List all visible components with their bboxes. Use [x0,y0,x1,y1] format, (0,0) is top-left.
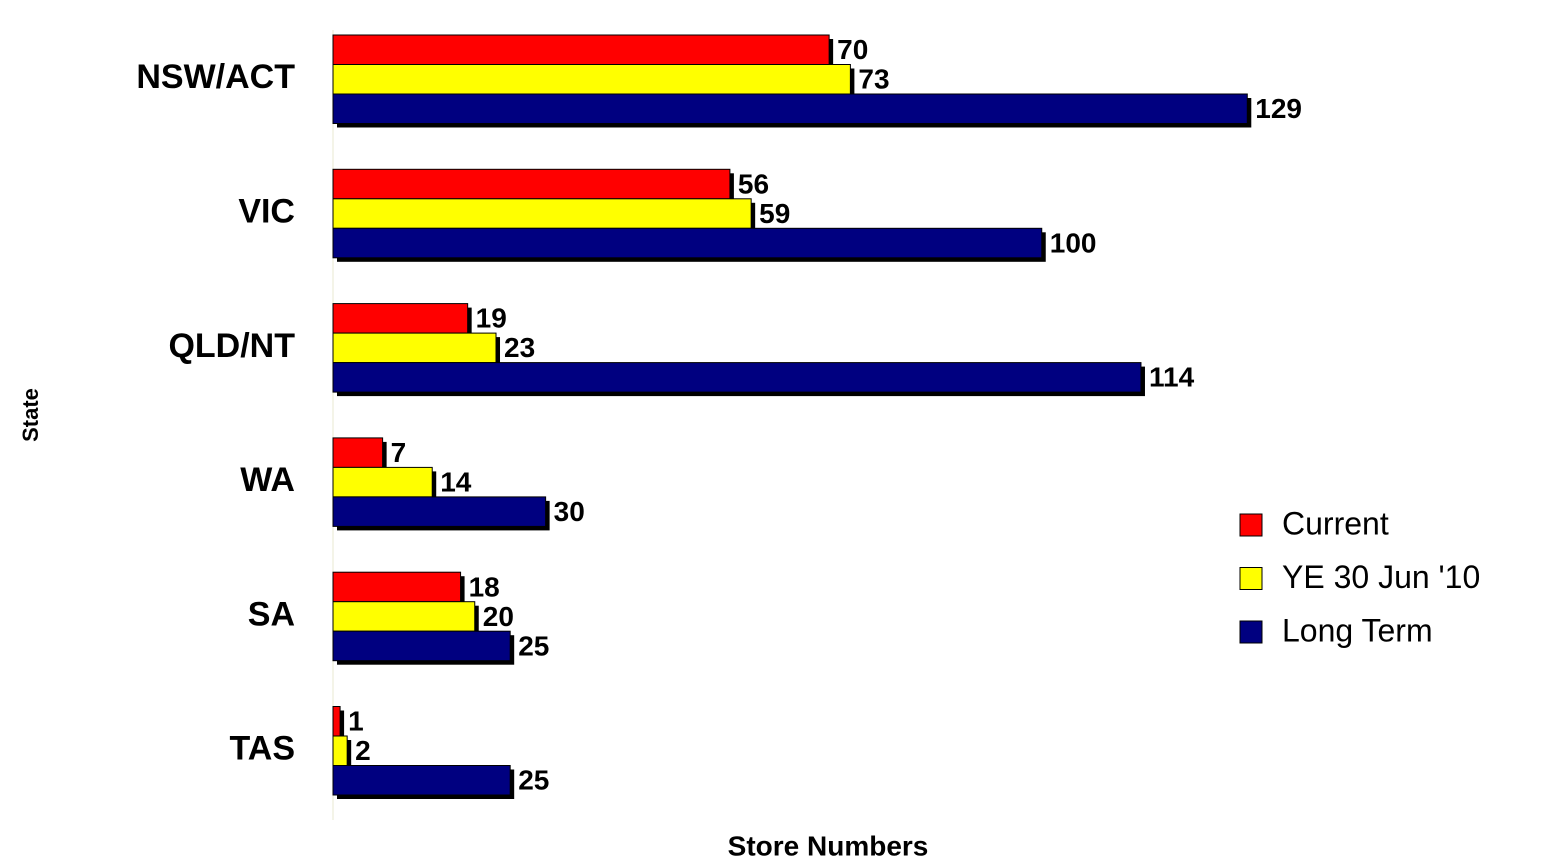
y-tick-label: WA [240,461,295,499]
value-label: 25 [518,765,549,796]
value-label: 56 [738,168,769,199]
value-label: 2 [355,735,371,766]
value-label: 25 [518,630,549,661]
bar [332,362,1142,393]
bar [332,496,547,527]
y-tick-label: VIC [238,193,295,231]
bar [332,64,851,95]
bar [332,303,469,334]
bar [332,198,752,229]
y-tick-label: SA [248,595,295,633]
legend-label: Current [1282,505,1389,541]
bar [332,437,384,468]
legend-swatch [1239,513,1263,537]
legend-swatch [1239,620,1263,644]
value-label: 23 [504,332,535,363]
y-tick-label: TAS [230,730,295,768]
bar [332,706,341,737]
bar [332,168,731,200]
value-label: 1 [348,706,364,737]
value-label: 19 [476,303,507,334]
value-label: 18 [469,571,500,602]
value-label: 20 [483,601,514,632]
value-label: 30 [554,496,585,527]
value-label: 7 [391,437,407,468]
bar [332,227,1043,259]
value-label: 14 [440,467,472,498]
y-tick-label: QLD/NT [168,327,295,365]
value-label: 59 [759,198,790,229]
value-label: 70 [837,34,868,65]
bar [332,332,497,364]
legend-swatch [1239,567,1263,590]
bar [332,466,433,498]
legend-label: Long Term [1282,612,1433,648]
value-label: 114 [1149,362,1195,393]
bar [332,630,511,662]
bar [332,34,830,65]
bar [332,571,462,603]
value-label: 73 [858,64,889,95]
value-label: 100 [1050,227,1097,258]
y-tick-label: NSW/ACT [136,58,295,96]
legend-label: YE 30 Jun '10 [1282,559,1480,595]
bar [332,601,476,632]
x-axis-title: Store Numbers [728,830,929,861]
y-axis-title: State [18,388,43,442]
bar [332,93,1248,124]
bar [332,765,511,796]
value-label: 129 [1255,93,1302,124]
bar [332,735,348,766]
